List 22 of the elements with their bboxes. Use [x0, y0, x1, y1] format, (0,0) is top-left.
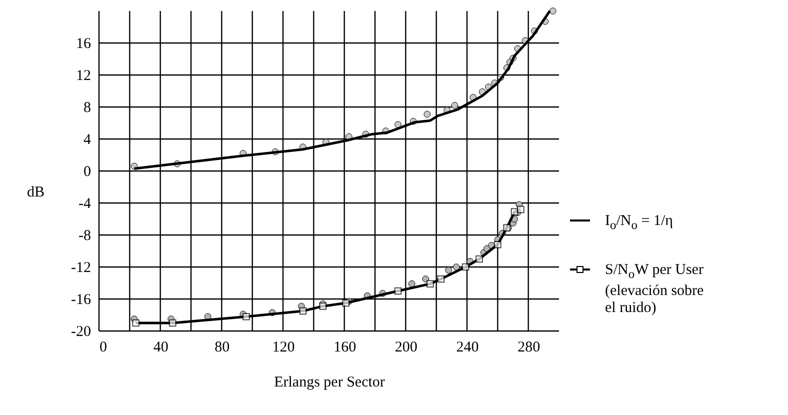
y-tick-label: -20	[71, 324, 91, 340]
y-tick-label: 8	[84, 100, 91, 116]
x-tick-label: 160	[334, 340, 356, 356]
x-axis-title: Erlangs per Sector	[274, 374, 385, 390]
y-tick-label: -16	[71, 292, 92, 308]
y-axis-title: dB	[26, 184, 44, 200]
y-tick-label: 12	[76, 68, 91, 84]
y-tick-label: 16	[76, 36, 92, 52]
x-tick-label: 80	[214, 340, 230, 356]
y-tick-label: 4	[84, 132, 92, 148]
x-tick-label: 40	[153, 340, 168, 356]
y-tick-label: -12	[71, 260, 91, 276]
x-tick-label: 200	[394, 340, 418, 356]
x-tick-label: 0	[100, 340, 107, 356]
y-tick-label: -4	[78, 196, 92, 212]
x-tick-label: 240	[456, 340, 479, 356]
x-tick-label: 280	[518, 340, 540, 356]
legend-label: S/N$_{o}$W per User (elevación sobre el ruido)	[605, 262, 704, 317]
x-tick-label: 120	[272, 340, 295, 356]
legend-label: I$_{o}$/N$_{o}$ = 1/η	[605, 213, 673, 234]
y-tick-label: -8	[78, 228, 91, 244]
y-tick-label: 0	[84, 164, 91, 180]
